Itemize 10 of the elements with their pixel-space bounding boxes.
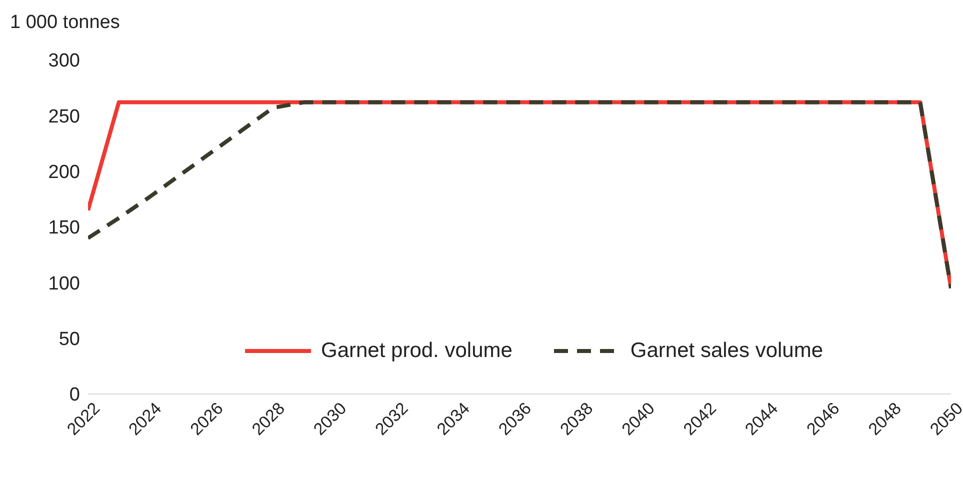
y-tick-label: 50: [58, 329, 80, 350]
y-tick-label: 0: [69, 384, 80, 406]
y-tick-label: 250: [48, 106, 80, 128]
y-tick-label: 300: [48, 50, 80, 72]
y-tick-label: 100: [48, 273, 80, 294]
y-tick-label: 150: [48, 218, 80, 239]
legend-label: Garnet prod. volume: [320, 339, 512, 363]
y-axis-title: 1 000 tonnes: [10, 12, 120, 34]
y-tick-label: 200: [48, 162, 80, 184]
legend-label: Garnet sales volume: [630, 339, 824, 363]
